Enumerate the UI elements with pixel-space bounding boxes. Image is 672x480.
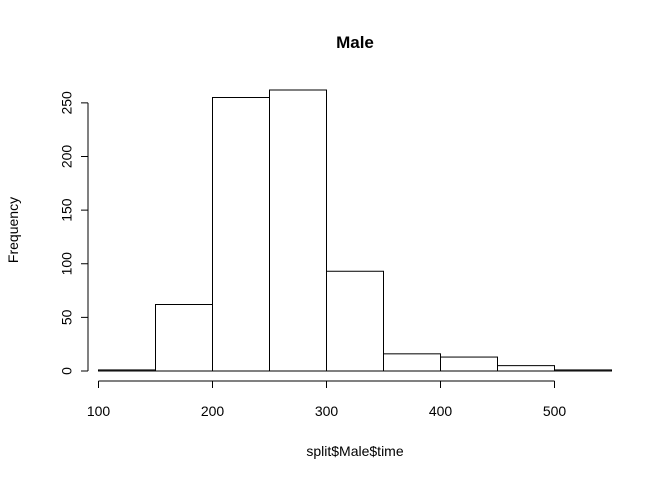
x-axis-label: split$Male$time <box>306 443 403 459</box>
y-tick-label: 200 <box>59 145 75 169</box>
histogram-bar <box>497 365 555 372</box>
chart-title: Male <box>336 33 374 52</box>
y-tick-label: 50 <box>59 309 75 325</box>
histogram-bar <box>98 369 156 372</box>
histogram-bar <box>383 353 441 372</box>
histogram-bar <box>155 304 213 372</box>
x-axis: 100 200 300 400 500 <box>87 380 567 419</box>
histogram-bar <box>212 97 270 372</box>
x-tick-label: 300 <box>315 403 339 419</box>
y-axis: 0 50 100 150 200 250 <box>59 91 89 375</box>
y-tick-label: 150 <box>59 198 75 222</box>
x-tick-label: 100 <box>87 403 111 419</box>
x-tick-label: 200 <box>201 403 225 419</box>
y-axis-label: Frequency <box>5 197 21 263</box>
histogram-bar <box>440 356 498 372</box>
bars-group <box>98 89 612 372</box>
x-tick-label: 400 <box>429 403 453 419</box>
histogram-bar <box>269 89 327 372</box>
histogram-bar <box>326 270 384 372</box>
histogram-bar <box>554 369 612 372</box>
x-tick-label: 500 <box>543 403 567 419</box>
y-tick-label: 0 <box>59 367 75 375</box>
y-tick-label: 250 <box>59 91 75 115</box>
y-tick-label: 100 <box>59 252 75 276</box>
